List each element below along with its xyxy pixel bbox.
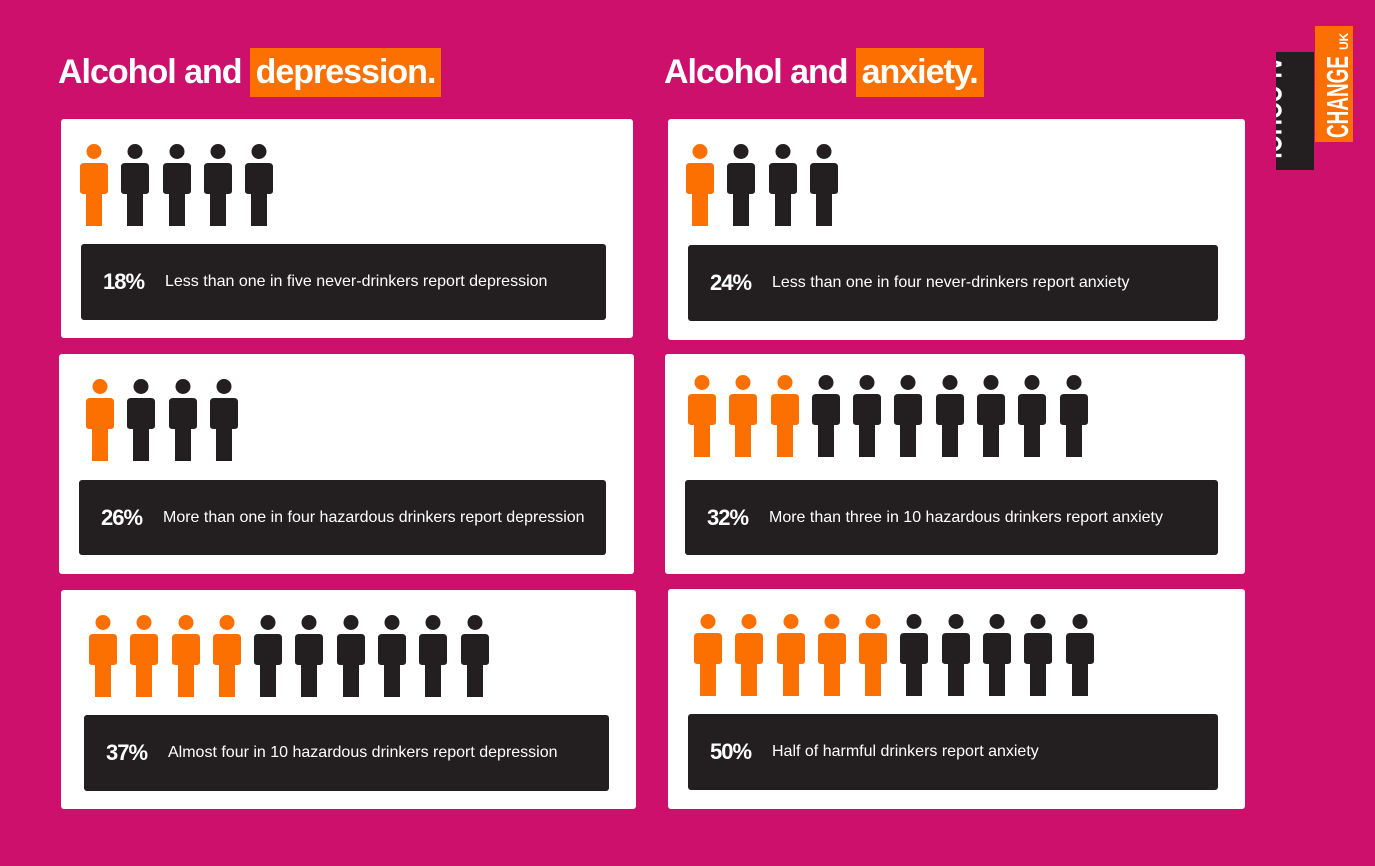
stat-percentage: 24% [710,270,752,295]
person-icon [378,615,407,697]
people-row [80,144,286,226]
person-icon [768,144,797,226]
person-icon [1018,375,1047,457]
stat-bar: 32% More than three in 10 hazardous drin… [685,480,1218,555]
stat-description: More than one in four hazardous drinkers… [163,508,585,526]
person-icon [336,615,365,697]
stat-percentage: 26% [101,504,143,530]
depression-card-never-drinkers: 18% Less than one in five never-drinkers… [61,119,633,338]
stat-bar: 24% Less than one in four never-drinkers… [688,245,1218,321]
stat-description: Almost four in 10 hazardous drinkers rep… [168,744,558,761]
anxiety-card-never-drinkers: 24% Less than one in four never-drinkers… [668,119,1245,340]
stat-description: Less than one in five never-drinkers rep… [165,273,548,290]
logo-word-change: CHANGE [1320,56,1355,138]
person-icon-highlighted [694,614,722,696]
person-icon-highlighted [817,614,846,696]
person-icon [168,379,197,461]
person-icon [162,144,191,226]
person-icon [941,614,970,696]
person-icon-highlighted [688,375,716,457]
stat-bar: 37% Almost four in 10 hazardous drinkers… [84,715,609,791]
people-row [694,614,1107,696]
stat-percentage: 50% [710,739,752,764]
person-icon [811,375,840,457]
stat-bar: 50% Half of harmful drinkers report anxi… [688,714,1218,790]
person-icon [203,144,232,226]
person-icon [254,615,283,697]
person-icon-highlighted [776,614,805,696]
person-icon [809,144,838,226]
person-icon [983,614,1012,696]
logo-orange-block [1315,26,1353,142]
people-row [688,375,1101,457]
person-icon-highlighted [859,614,888,696]
stat-description: Less than one in four never-drinkers rep… [772,274,1130,291]
anxiety-card-hazardous-32: 32% More than three in 10 hazardous drin… [665,354,1245,574]
people-row [89,615,502,697]
person-icon [295,615,324,697]
depression-heading: Alcohol and depression. [58,48,442,97]
person-icon-highlighted [89,615,117,697]
depression-heading-highlight: depression. [249,48,442,97]
anxiety-card-harmful-50: 50% Half of harmful drinkers report anxi… [668,589,1245,809]
person-icon [1059,375,1088,457]
person-icon-highlighted [686,144,714,226]
stat-description: Half of harmful drinkers report anxiety [772,743,1039,760]
person-icon-highlighted [130,615,159,697]
person-icon-highlighted [171,615,200,697]
anxiety-heading-highlight: anxiety. [855,48,984,97]
depression-card-hazardous-26: 26% More than one in four hazardous drin… [59,354,634,574]
person-icon [727,144,756,226]
people-row [686,144,851,226]
person-icon [1065,614,1094,696]
depression-heading-prefix: Alcohol and [58,53,243,91]
person-icon [1024,614,1053,696]
person-icon-highlighted [735,614,764,696]
logo-dark-block [1276,52,1314,170]
person-icon [419,615,448,697]
person-icon-highlighted [729,375,758,457]
stat-bar: 26% More than one in four hazardous drin… [79,480,606,555]
alcohol-change-uk-logo: ALCOHOL CHANGE UK [1276,26,1355,170]
stat-percentage: 18% [103,269,145,294]
depression-card-hazardous-37: 37% Almost four in 10 hazardous drinkers… [61,590,636,809]
person-icon [121,144,150,226]
person-icon-highlighted [212,615,241,697]
person-icon-highlighted [86,379,114,461]
person-icon [460,615,489,697]
person-icon [977,375,1006,457]
person-icon-highlighted [770,375,799,457]
stat-percentage: 37% [106,740,148,765]
logo-suffix-uk: UK [1337,32,1351,50]
person-icon [900,614,929,696]
person-icon [894,375,923,457]
anxiety-heading: Alcohol and anxiety. [664,48,984,97]
people-row [86,379,251,461]
stat-description: More than three in 10 hazardous drinkers… [769,508,1163,526]
stat-bar: 18% Less than one in five never-drinkers… [81,244,606,320]
stat-percentage: 32% [707,504,749,530]
person-icon-highlighted [80,144,108,226]
person-icon [853,375,882,457]
anxiety-heading-prefix: Alcohol and [664,53,849,91]
person-icon [245,144,274,226]
person-icon [935,375,964,457]
person-icon [127,379,156,461]
person-icon [209,379,238,461]
logo-word-alcohol: ALCOHOL [1276,56,1289,166]
